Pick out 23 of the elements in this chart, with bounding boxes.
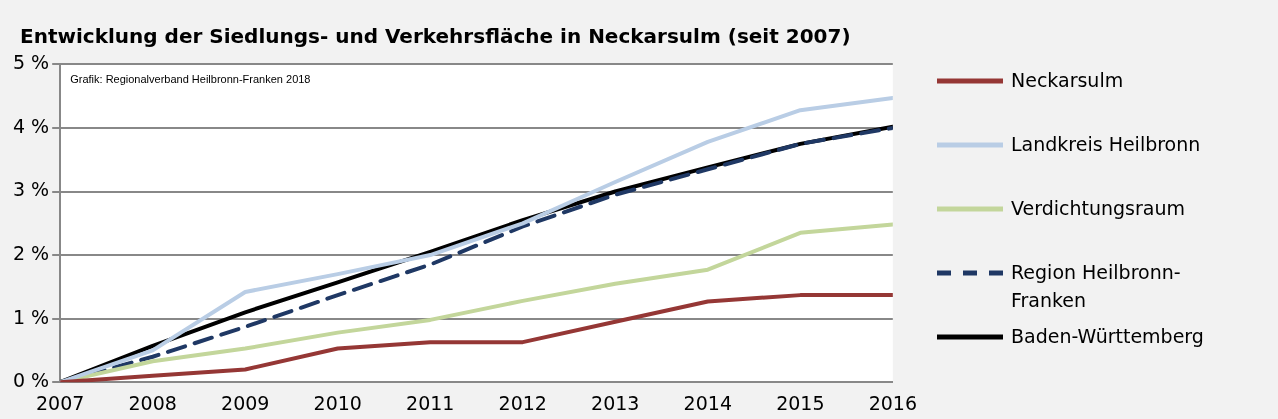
- x-tick-label: 2015: [776, 391, 825, 414]
- y-tick-label: 0 %: [12, 369, 50, 392]
- chart-title: Entwicklung der Siedlungs- und Verkehrsfläche in Neckarsulm (seit 2007): [20, 24, 851, 48]
- x-tick-label: 2016: [868, 391, 917, 414]
- x-tick-label: 2008: [128, 391, 177, 414]
- x-tick-label: 2007: [36, 391, 85, 414]
- y-tick-label: 1 %: [12, 305, 50, 328]
- annotation: Grafik: Regionalverband Heilbronn-Franken 2018: [70, 72, 311, 85]
- y-tick-label: 4 %: [12, 114, 50, 137]
- y-tick-label: 5 %: [12, 51, 50, 74]
- legend-label: Verdichtungsraum: [1011, 196, 1186, 221]
- y-tick-label: 2 %: [12, 242, 50, 265]
- x-tick-label: 2009: [221, 391, 270, 414]
- x-tick-label: 2012: [498, 391, 547, 414]
- legend-label: Neckarsulm: [1011, 68, 1125, 93]
- legend-label: Region Heilbronn-Franken: [1011, 260, 1182, 313]
- x-tick-label: 2011: [406, 391, 455, 414]
- legend-label: Landkreis Heilbronn: [1011, 132, 1202, 157]
- x-tick-label: 2014: [683, 391, 732, 414]
- legend-label: Baden-Württemberg: [1011, 324, 1205, 349]
- x-tick-label: 2010: [313, 391, 362, 414]
- x-tick-label: 2013: [591, 391, 640, 414]
- y-tick-label: 3 %: [12, 178, 50, 201]
